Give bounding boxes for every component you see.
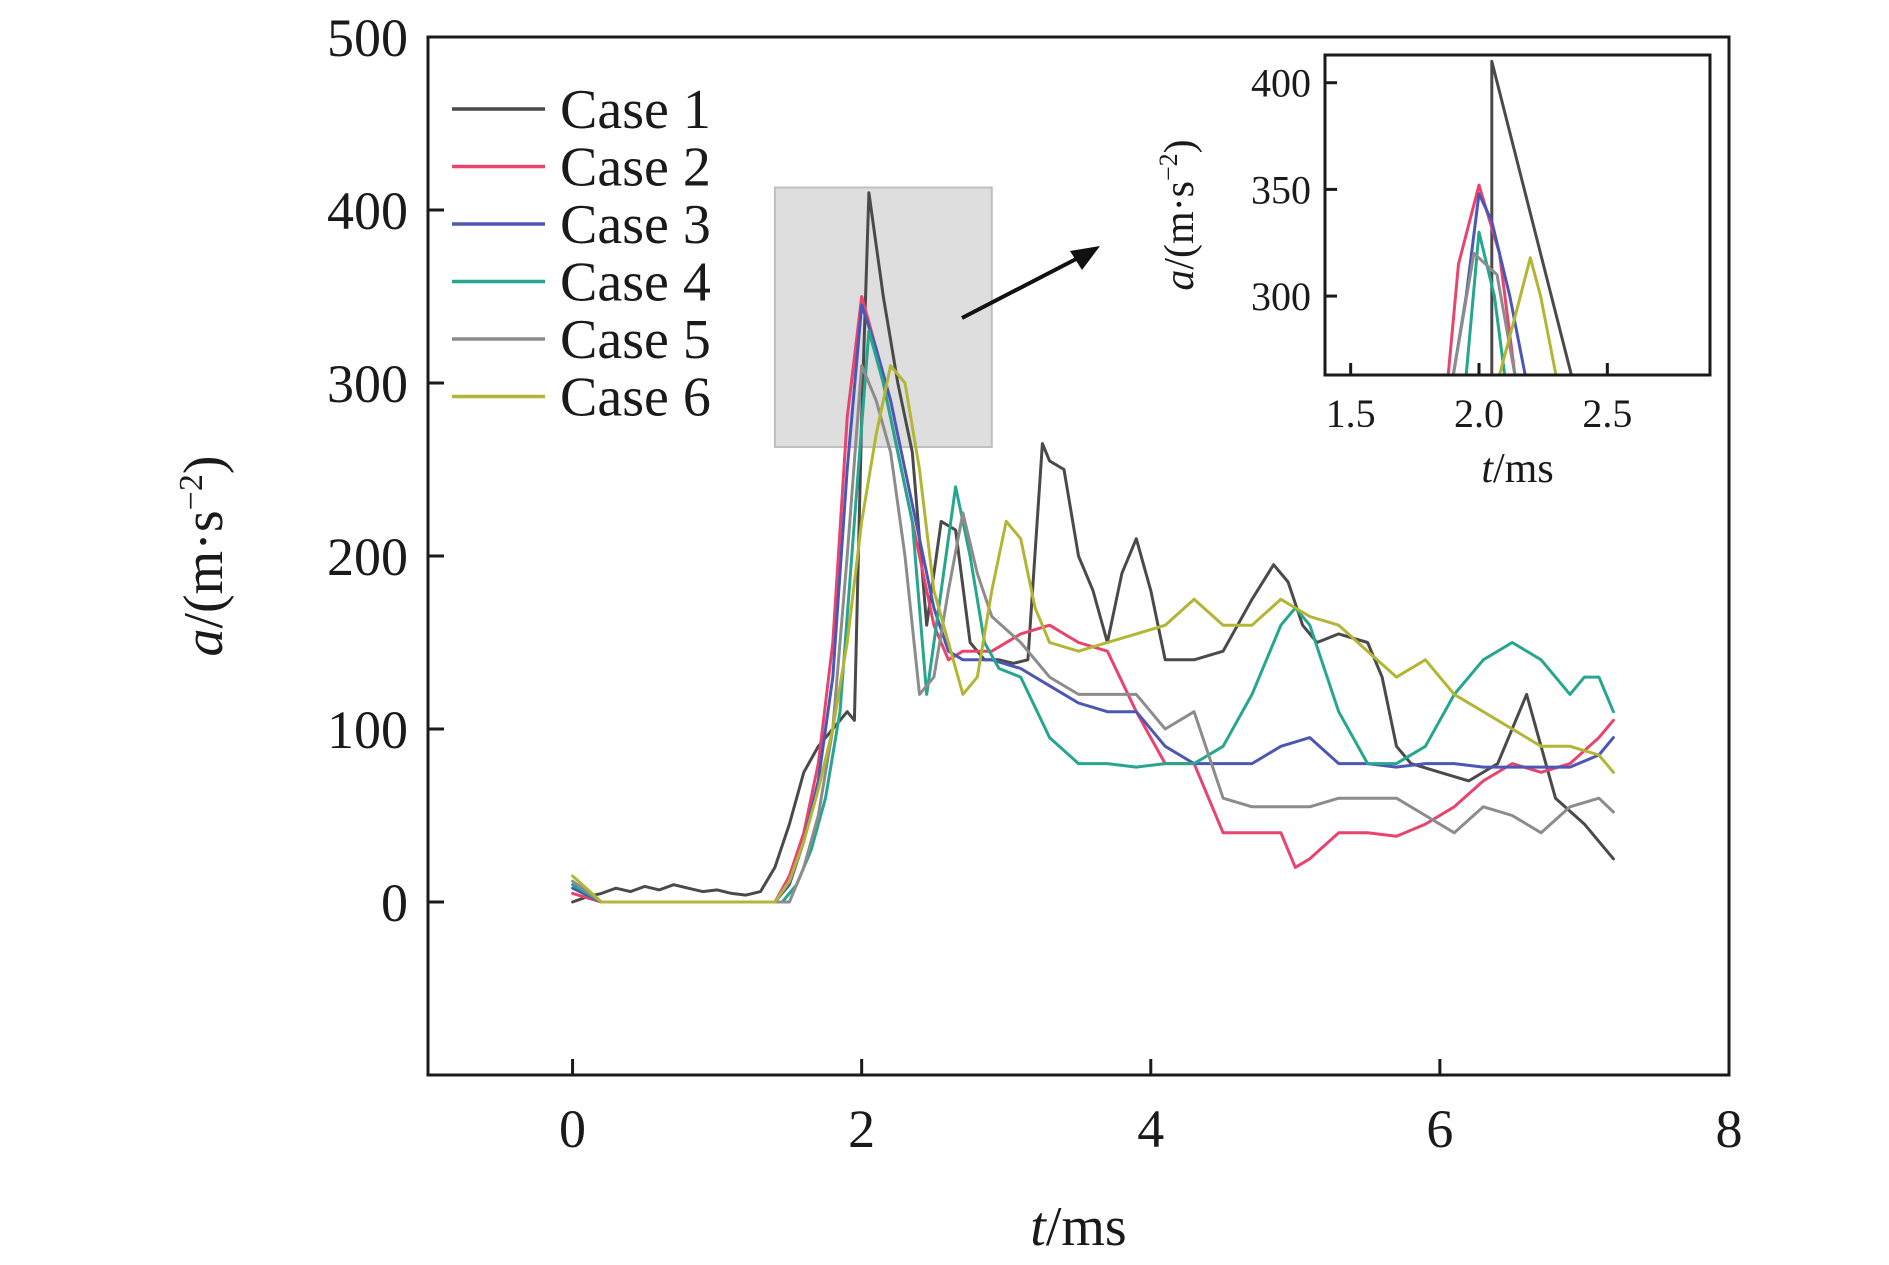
y-tick-label: 400: [327, 181, 408, 241]
zoom-arrow: [961, 256, 1079, 320]
inset-x-tick-label: 2.0: [1454, 391, 1504, 436]
legend-label-case-6: Case 6: [560, 367, 711, 429]
series-line-case-3: [571, 303, 1615, 904]
legend-label-case-4: Case 4: [560, 252, 711, 314]
inset-y-tick-label: 300: [1251, 274, 1311, 319]
y-tick-label: 200: [327, 527, 408, 587]
inset-series-lines: [1446, 59, 1573, 377]
inset-y-tick-label: 350: [1251, 167, 1311, 212]
inset-series-line-case-6: [1498, 256, 1558, 377]
inset-y-axis-ticks: 300 350 400: [1251, 61, 1337, 319]
inset-x-axis-ticks: 1.5 2.0 2.5: [1326, 363, 1632, 436]
x-tick-label: 0: [559, 1099, 586, 1159]
y-tick-label: 0: [381, 873, 408, 933]
y-axis-label-symbol: a: [173, 629, 235, 657]
inset-y-axis-label-unit: /(m·s: [1157, 181, 1203, 270]
inset-x-axis-label-unit: /ms: [1493, 446, 1554, 492]
y-axis-ticks: 0 100 200 300 400 500: [327, 8, 444, 933]
x-axis-label-unit: /ms: [1046, 1196, 1127, 1258]
y-tick-label: 500: [327, 8, 408, 68]
x-tick-label: 2: [848, 1099, 875, 1159]
legend-label-case-1: Case 1: [560, 79, 711, 141]
inset-y-axis-label: a/(m·s−2): [1154, 139, 1203, 290]
inset-y-axis-label-symbol: a: [1157, 270, 1203, 291]
inset-plot-frame: [1323, 53, 1712, 377]
y-axis-label-close: ): [173, 455, 235, 474]
series-line-case-5: [571, 364, 1615, 904]
y-axis-label-unit: /(m·s: [173, 510, 235, 628]
inset-y-axis-label-superscript: −2: [1154, 153, 1183, 181]
x-tick-label: 6: [1426, 1099, 1453, 1159]
inset-x-axis-label-symbol: t: [1481, 446, 1494, 492]
inset-x-tick-label: 2.5: [1582, 391, 1632, 436]
inset-y-tick-label: 400: [1251, 61, 1311, 106]
series-lines: [571, 191, 1615, 904]
legend-label-case-2: Case 2: [560, 137, 711, 199]
series-line-case-4: [571, 329, 1615, 904]
y-tick-label: 100: [327, 700, 408, 760]
y-axis-label: a/(m·s−2): [173, 455, 235, 656]
x-axis-label: t/ms: [1030, 1196, 1126, 1258]
x-tick-label: 8: [1716, 1099, 1743, 1159]
inset-x-tick-label: 1.5: [1326, 391, 1376, 436]
series-line-case-6: [571, 364, 1615, 904]
inset-chart: 1.5 2.0 2.5 300 350 400 t/ms a/(m·s−2): [1154, 53, 1712, 492]
inset-series-line-case-2: [1446, 183, 1517, 377]
inset-background: [1325, 55, 1710, 375]
x-axis-ticks: 0 2 4 6 8: [559, 1059, 1743, 1159]
y-tick-label: 300: [327, 354, 408, 414]
legend-label-case-3: Case 3: [560, 194, 711, 256]
series-line-case-2: [571, 295, 1615, 904]
y-axis-label-superscript: −2: [173, 474, 210, 510]
legend-label-case-5: Case 5: [560, 309, 711, 371]
inset-y-axis-label-close: ): [1157, 139, 1203, 153]
x-axis-label-symbol: t: [1030, 1196, 1047, 1258]
x-tick-label: 4: [1137, 1099, 1164, 1159]
zoom-arrow-head: [1070, 246, 1100, 270]
inset-x-axis-label: t/ms: [1481, 446, 1553, 492]
inset-series-line-case-5: [1451, 251, 1517, 377]
zoom-region-highlight: [773, 186, 993, 449]
